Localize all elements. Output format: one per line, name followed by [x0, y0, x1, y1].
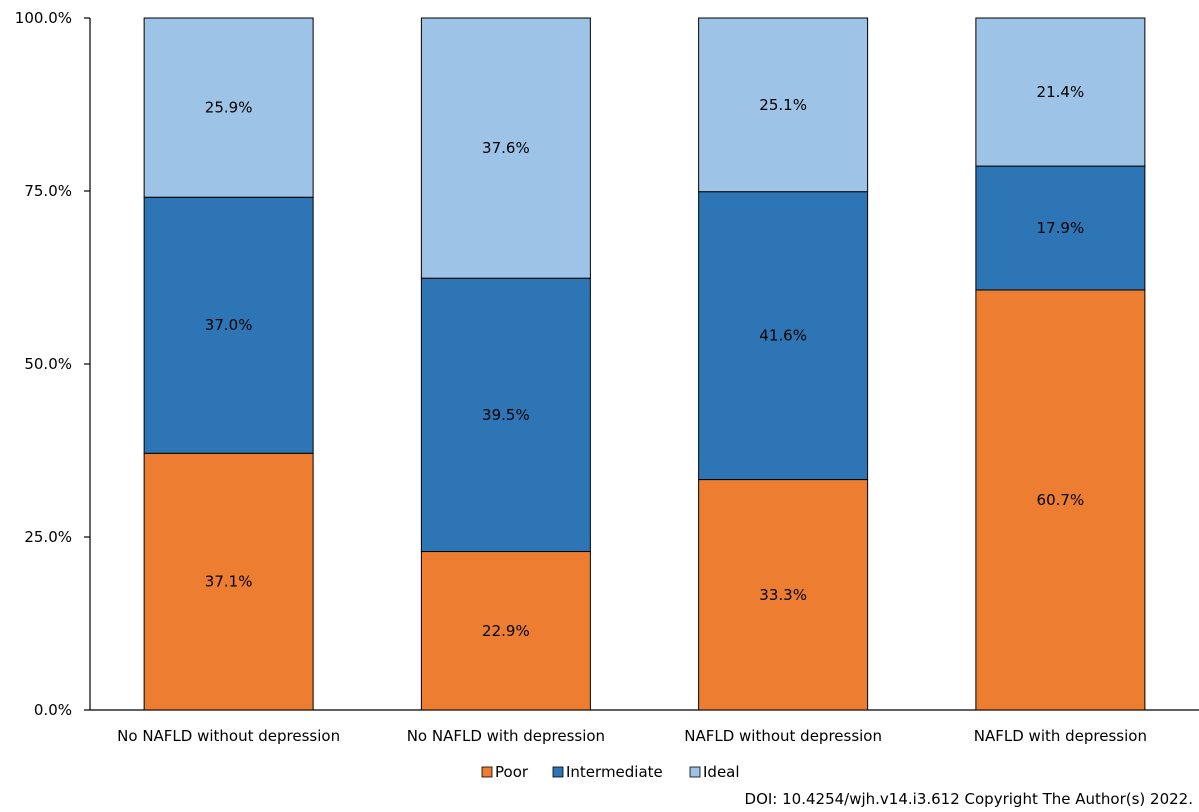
bar-segment-ideal	[975, 17, 1146, 167]
data-label: 41.6%	[759, 327, 807, 345]
y-tick-label: 50.0%	[24, 355, 72, 373]
x-category-label: No NAFLD without depression	[117, 727, 340, 745]
axes: 0.0% 25.0% 50.0% 75.0% 100.0% No NAFLD withou…	[15, 9, 1199, 745]
data-label: 39.5%	[482, 406, 530, 424]
legend-label-poor: Poor	[495, 763, 529, 781]
copyright-credit: DOI: 10.4254/wjh.v14.i3.612 Copyright Th…	[744, 790, 1193, 808]
legend: Poor Intermediate Ideal	[481, 763, 740, 781]
data-label: 17.9%	[1037, 219, 1085, 237]
x-category-label: NAFLD without depression	[684, 727, 882, 745]
y-tick-label: 0.0%	[34, 701, 72, 719]
y-tick-label: 100.0%	[15, 9, 72, 27]
legend-swatch-intermediate	[552, 766, 564, 778]
data-label: 37.6%	[482, 139, 530, 157]
data-label: 22.9%	[482, 622, 530, 640]
bar-segment-intermediate	[698, 191, 869, 481]
bar-segment-poor	[975, 289, 1146, 711]
legend-swatch-poor	[481, 766, 493, 778]
bar-segment-ideal	[143, 17, 314, 198]
data-label: 25.1%	[759, 96, 807, 114]
data-label: 33.3%	[759, 586, 807, 604]
legend-swatch-ideal	[689, 766, 701, 778]
bars: 37.1% 37.0% 25.9% 22.9% 39.5% 37.6% 33.3% 41.6%…	[143, 17, 1146, 711]
bar-segment-ideal	[420, 17, 591, 279]
y-tick-label: 25.0%	[24, 528, 72, 546]
legend-label-ideal: Ideal	[703, 763, 740, 781]
bar-segment-intermediate	[975, 165, 1146, 291]
y-tick-label: 75.0%	[24, 182, 72, 200]
bar-segment-intermediate	[420, 277, 591, 553]
data-label: 21.4%	[1037, 83, 1085, 101]
data-label: 60.7%	[1037, 491, 1085, 509]
data-label: 25.9%	[205, 99, 253, 117]
data-label: 37.0%	[205, 316, 253, 334]
data-label: 37.1%	[205, 573, 253, 591]
bar-segment-ideal	[698, 17, 869, 193]
x-category-label: No NAFLD with depression	[407, 727, 605, 745]
bar-segment-intermediate	[143, 196, 314, 454]
x-category-label: NAFLD with depression	[974, 727, 1147, 745]
legend-label-intermediate: Intermediate	[566, 763, 663, 781]
bar-segment-poor	[143, 452, 314, 711]
bar-segment-poor	[698, 479, 869, 711]
